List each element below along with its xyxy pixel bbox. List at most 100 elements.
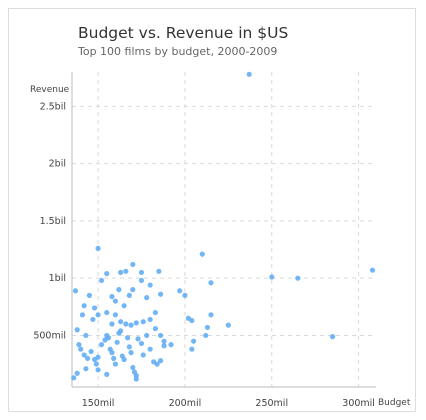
y-tick-label: 500mil bbox=[33, 330, 66, 341]
data-point bbox=[144, 332, 150, 339]
data-point bbox=[74, 327, 80, 333]
data-point bbox=[208, 312, 214, 318]
data-point bbox=[109, 321, 115, 327]
data-point bbox=[204, 324, 211, 331]
data-point bbox=[177, 288, 183, 294]
data-point bbox=[130, 287, 136, 293]
data-point bbox=[133, 320, 139, 326]
data-point bbox=[295, 275, 301, 281]
data-point bbox=[157, 358, 164, 364]
chart-title: Budget vs. Revenue in $US bbox=[78, 24, 289, 42]
data-point bbox=[182, 292, 188, 298]
data-point bbox=[93, 361, 99, 367]
data-point bbox=[116, 287, 122, 293]
data-point bbox=[138, 269, 145, 276]
y-axis-label: Revenue bbox=[30, 85, 70, 95]
data-point bbox=[95, 367, 101, 373]
data-point bbox=[105, 335, 112, 341]
data-point bbox=[72, 288, 79, 294]
data-point bbox=[133, 376, 139, 382]
x-tick-label: 250mil bbox=[255, 398, 288, 409]
data-point bbox=[225, 322, 231, 328]
y-tick-label: 1.5bil bbox=[40, 216, 66, 227]
data-point bbox=[147, 316, 153, 323]
data-point bbox=[124, 335, 131, 341]
chart-card bbox=[8, 8, 416, 412]
data-point bbox=[95, 312, 101, 318]
data-point bbox=[95, 245, 101, 251]
data-point bbox=[208, 280, 214, 286]
data-point bbox=[121, 356, 127, 363]
data-point bbox=[128, 350, 134, 356]
data-point bbox=[86, 292, 92, 298]
y-tick-label: 1bil bbox=[49, 273, 66, 284]
data-point bbox=[246, 71, 252, 77]
data-point bbox=[123, 321, 129, 327]
data-point bbox=[161, 343, 167, 349]
data-point bbox=[152, 309, 158, 316]
data-point bbox=[144, 295, 150, 301]
data-point bbox=[157, 291, 164, 297]
x-tick-label: 200mil bbox=[169, 398, 202, 409]
data-point bbox=[168, 342, 174, 348]
data-point bbox=[88, 348, 94, 355]
data-point bbox=[203, 332, 209, 339]
data-point bbox=[118, 269, 124, 276]
x-axis-label: Budget bbox=[378, 398, 411, 408]
data-point bbox=[71, 375, 77, 381]
data-point bbox=[369, 267, 376, 273]
data-point bbox=[109, 350, 115, 356]
data-point bbox=[128, 322, 134, 328]
data-point bbox=[156, 268, 162, 274]
data-point bbox=[76, 342, 82, 348]
data-point bbox=[81, 303, 87, 309]
data-point bbox=[161, 338, 167, 344]
data-point bbox=[104, 271, 110, 277]
data-point bbox=[112, 361, 119, 367]
data-point bbox=[154, 361, 160, 367]
data-point bbox=[121, 303, 127, 309]
data-point bbox=[111, 355, 117, 361]
data-point bbox=[135, 336, 141, 342]
x-tick-label: 300mil bbox=[342, 398, 375, 409]
data-point bbox=[91, 305, 98, 311]
data-point bbox=[85, 355, 91, 361]
data-point bbox=[126, 292, 132, 298]
data-point bbox=[191, 338, 197, 344]
data-point bbox=[189, 317, 195, 324]
data-point bbox=[118, 319, 124, 325]
data-point bbox=[98, 277, 105, 284]
data-point bbox=[123, 268, 129, 274]
data-point bbox=[78, 346, 84, 352]
chart-subtitle: Top 100 films by budget, 2000-2009 bbox=[78, 45, 278, 58]
data-point bbox=[140, 319, 146, 325]
data-point bbox=[138, 277, 145, 284]
data-point bbox=[114, 339, 120, 345]
data-point bbox=[147, 282, 153, 288]
data-point bbox=[130, 261, 136, 268]
data-point bbox=[104, 371, 110, 377]
data-point bbox=[81, 352, 87, 358]
data-point bbox=[79, 312, 86, 318]
data-point bbox=[199, 251, 205, 257]
data-point bbox=[112, 298, 119, 304]
data-point bbox=[138, 340, 145, 347]
data-point bbox=[140, 352, 146, 358]
data-point bbox=[157, 332, 164, 339]
data-point bbox=[112, 312, 119, 318]
data-point bbox=[152, 325, 158, 332]
data-point bbox=[126, 344, 132, 350]
y-tick-label: 2bil bbox=[49, 159, 66, 170]
data-point bbox=[269, 274, 275, 280]
data-point bbox=[109, 293, 115, 300]
data-point bbox=[130, 364, 136, 371]
data-point bbox=[95, 354, 101, 360]
data-point bbox=[74, 370, 80, 376]
data-point bbox=[83, 366, 89, 372]
data-point bbox=[90, 316, 96, 323]
data-point bbox=[189, 346, 195, 352]
data-point bbox=[329, 334, 336, 340]
y-tick-label: 2.5bil bbox=[40, 101, 66, 112]
data-point bbox=[98, 342, 105, 348]
